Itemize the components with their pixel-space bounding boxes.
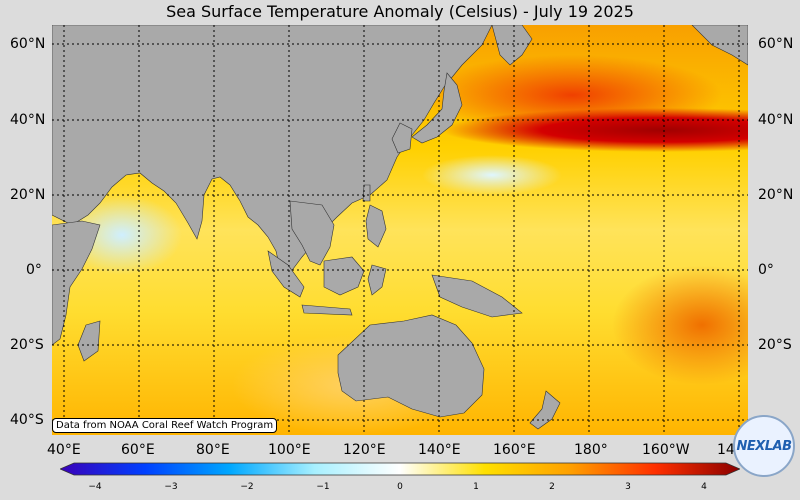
colorbar-tick-neg3: −3 [164, 482, 178, 492]
logo-text: NEXLAB [736, 438, 792, 454]
lat-label-left-40s: 40°S [10, 412, 44, 428]
land-sumatra [267, 250, 305, 298]
land-sulawesi [367, 264, 387, 296]
lon-label-40e: 40°E [47, 442, 81, 458]
lat-label-right-20n: 20°N [758, 187, 794, 203]
land-eurasia [52, 25, 493, 274]
land-japan [411, 72, 463, 144]
lat-label-left-0: 0° [26, 262, 42, 278]
lon-label-100e: 100°E [268, 442, 311, 458]
lon-label-140w-partial: 14 [717, 442, 735, 458]
nexlab-logo: NEXLAB [733, 415, 795, 477]
land-alaska [691, 25, 748, 66]
lat-label-left-60n: 60°N [10, 36, 46, 52]
lat-label-left-20s: 20°S [10, 337, 44, 353]
lat-label-right-40n: 40°N [758, 112, 794, 128]
land-madagascar [77, 320, 101, 362]
lat-label-right-0: 0° [758, 262, 774, 278]
colorbar-tick-neg2: −2 [240, 482, 254, 492]
land-kamchatka [491, 25, 533, 66]
colorbar-tick-neg1: −1 [316, 482, 330, 492]
sst-anomaly-map [52, 25, 748, 435]
colorbar-tick-3: 3 [625, 482, 631, 492]
land-indochina [289, 200, 335, 266]
lon-label-180: 180° [574, 442, 608, 458]
colorbar-bar [60, 462, 740, 476]
colorbar-tick-0: 0 [397, 482, 403, 492]
land-philippines [365, 204, 387, 248]
colorbar-tick-4: 4 [701, 482, 707, 492]
land-korea [391, 122, 413, 154]
map-title: Sea Surface Temperature Anomaly (Celsius… [166, 2, 634, 21]
land-and-grid-layer [52, 25, 748, 435]
land-new-zealand [529, 390, 561, 430]
land-new-guinea [431, 274, 523, 318]
lat-label-left-20n: 20°N [10, 187, 46, 203]
lat-label-right-60n: 60°N [758, 36, 794, 52]
colorbar-tick-neg4: −4 [88, 482, 102, 492]
lon-label-60e: 60°E [121, 442, 155, 458]
colorbar-tick-2: 2 [549, 482, 555, 492]
lat-label-left-40n: 40°N [10, 112, 46, 128]
lon-label-160w: 160°W [642, 442, 690, 458]
land-java [301, 304, 353, 316]
lon-label-80e: 80°E [196, 442, 230, 458]
lon-label-140e: 140°E [418, 442, 461, 458]
land-taiwan [362, 184, 371, 202]
colorbar-tick-1: 1 [473, 482, 479, 492]
land-borneo [323, 256, 365, 296]
lon-label-160e: 160°E [493, 442, 536, 458]
land-australia [337, 314, 485, 418]
lat-label-right-20s: 20°S [758, 337, 792, 353]
lon-label-120e: 120°E [343, 442, 386, 458]
data-credit: Data from NOAA Coral Reef Watch Program [52, 418, 278, 433]
colorbar [60, 462, 740, 476]
